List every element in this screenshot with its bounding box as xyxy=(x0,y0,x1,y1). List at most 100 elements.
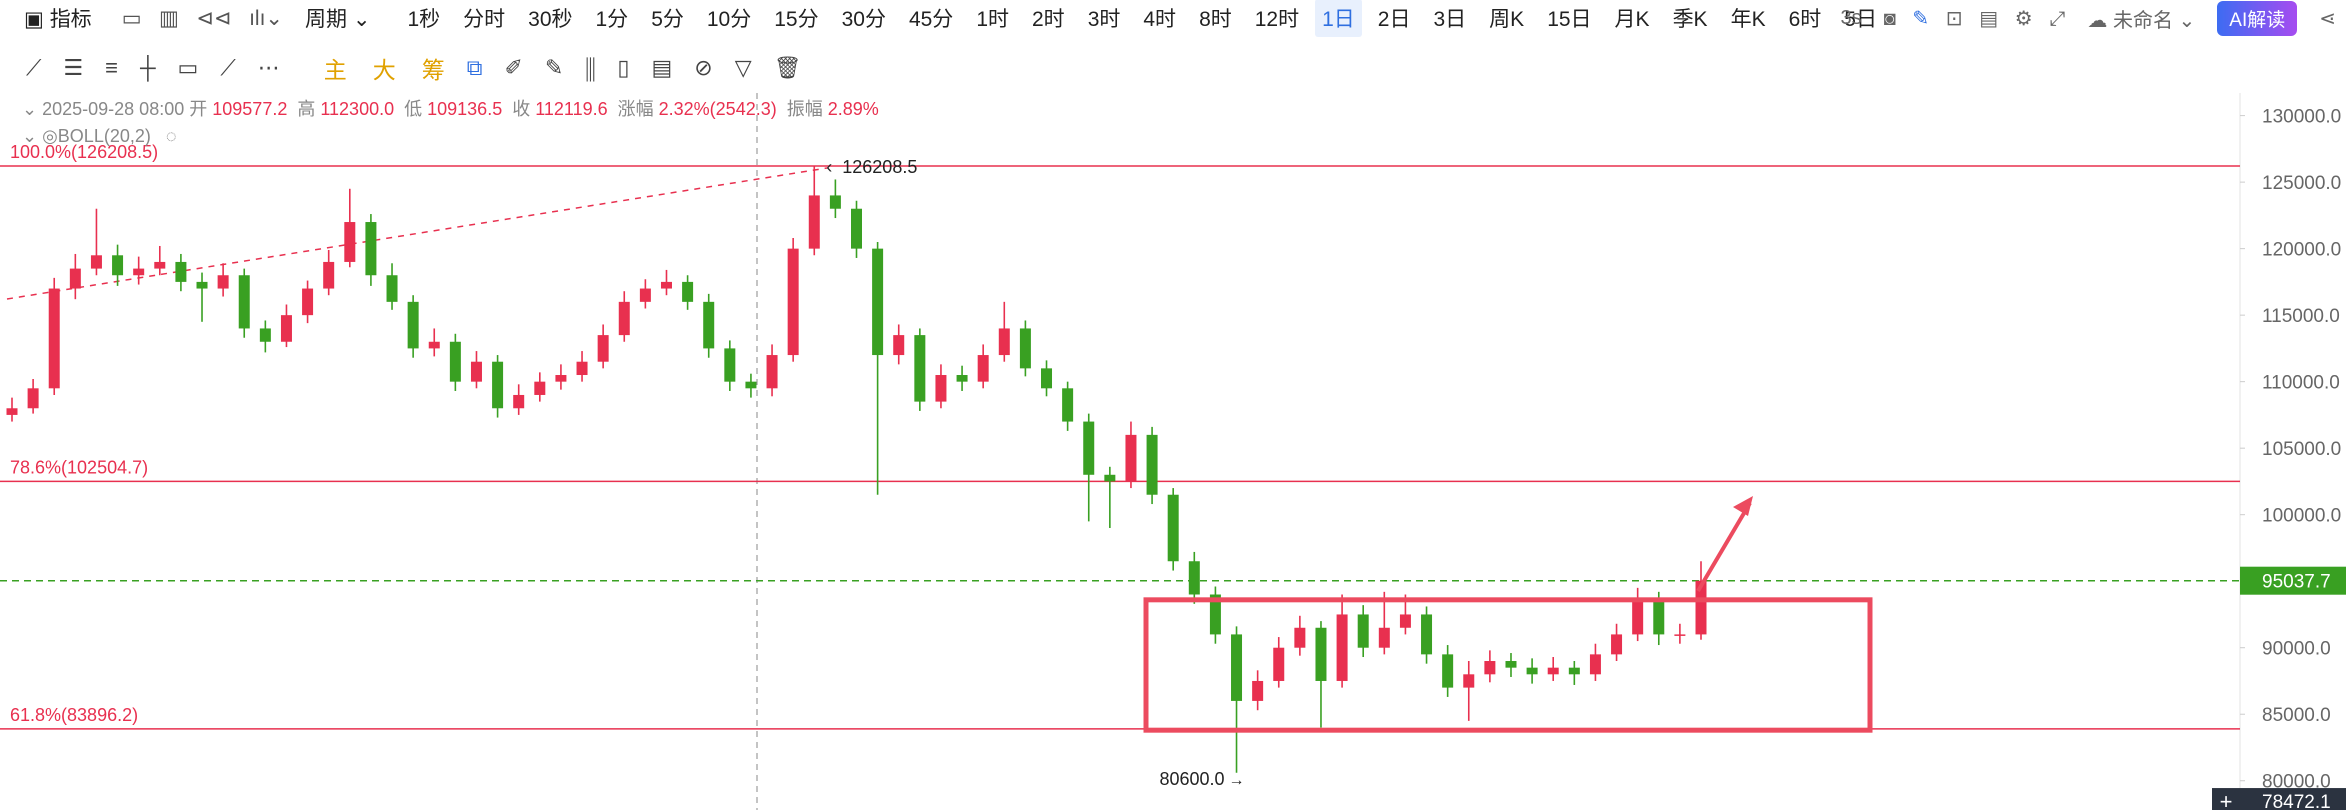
candle-body xyxy=(112,255,124,276)
timeframe[interactable]: 2日 xyxy=(1377,8,1411,31)
y-tick-label: 110000.0 xyxy=(2262,373,2340,394)
last-price-tag xyxy=(2240,566,2346,595)
timeframe[interactable]: 月K xyxy=(1614,8,1650,31)
candle-body xyxy=(1589,654,1601,675)
candle-body xyxy=(1252,680,1264,701)
candle-body xyxy=(470,361,482,382)
field-value: 112300.0 xyxy=(320,99,395,119)
timeframe[interactable]: 15分 xyxy=(774,8,819,31)
candle-body xyxy=(1209,594,1221,635)
field-label: 高 xyxy=(297,99,316,119)
candle-body xyxy=(6,408,18,415)
candle-body xyxy=(1041,368,1053,389)
candle-body xyxy=(872,248,884,356)
timeframe[interactable]: 3日 xyxy=(1433,8,1467,31)
icons[interactable]: ◙ ✎ ⊡ ▤ ⚙ ⤢ xyxy=(1883,7,2066,30)
candle-body xyxy=(703,301,715,349)
tool-icons[interactable]: ⧉✐✎⫼▯▤⊘▽🗑 xyxy=(466,55,824,80)
candle-body xyxy=(766,355,778,389)
top-toolbar: ▣ 指标 ▭ ▥ ⊲⊲ ılı⌄ 周期 ⌄ 1秒 分时 30秒 1分 5分 10分 15分 3… xyxy=(0,0,2346,37)
timeframe[interactable]: 1分 xyxy=(595,8,629,31)
candle-body xyxy=(956,375,968,382)
range-box xyxy=(1143,597,1873,733)
candle-body xyxy=(280,315,292,342)
text-tool[interactable]: 主 xyxy=(323,57,347,83)
candle-body xyxy=(1104,474,1116,482)
candle-body xyxy=(196,281,208,289)
candle-body xyxy=(513,394,525,409)
y-tick-label: 130000.0 xyxy=(2262,107,2341,128)
candle-body xyxy=(1674,634,1686,636)
timeframe[interactable]: 8时 xyxy=(1199,8,1232,31)
timeframe[interactable]: 6时 xyxy=(1788,8,1822,31)
trend-line xyxy=(6,167,828,300)
ai-button[interactable]: AI解读 xyxy=(2217,0,2298,36)
timeframe[interactable]: 45分 xyxy=(908,8,954,31)
candle-body xyxy=(597,335,609,362)
timeframe[interactable]: 1日 xyxy=(1315,0,1362,37)
right-toolbar: 3s ◙ ✎ ⊡ ▤ ⚙ ⤢ ☁ 未命名 ⌄ AI解读 ⋖ xyxy=(1840,0,2336,36)
chart: 80000.085000.090000.095000.0100000.01050… xyxy=(0,93,2346,810)
crosshair-tag xyxy=(2240,788,2346,810)
share[interactable]: ⋖ xyxy=(2319,7,2336,30)
candle-body xyxy=(1125,434,1137,482)
info-bar: ⌄ 2025-09-28 08:00 开 109577.2 高 112300.0 低… xyxy=(22,96,889,150)
candle-body xyxy=(27,388,39,409)
timeframe[interactable]: 12时 xyxy=(1254,8,1300,31)
text-tool[interactable]: 筹 xyxy=(421,57,445,83)
eye[interactable]: ◌ xyxy=(165,126,177,146)
timeframe[interactable]: 10分 xyxy=(706,8,752,31)
candle-body xyxy=(555,375,567,382)
timeframe[interactable]: 周K xyxy=(1489,8,1525,31)
candle-body xyxy=(1526,667,1538,675)
draw-icons[interactable]: ⟋☰≡┼▭⟋⋯ xyxy=(26,55,302,80)
candle-body xyxy=(1653,601,1665,635)
candle-body xyxy=(893,335,905,356)
timeframe[interactable]: 15日 xyxy=(1547,8,1592,31)
timeframe[interactable]: 年K xyxy=(1730,8,1766,31)
timeframe[interactable]: 4时 xyxy=(1143,8,1177,31)
text-tools: 主大筹 xyxy=(324,51,445,85)
arrow-head xyxy=(1733,496,1753,516)
timeframe[interactable]: 分时 xyxy=(463,8,506,31)
candle-body xyxy=(1399,614,1411,628)
candle-body xyxy=(449,341,461,382)
candle-body xyxy=(1167,494,1179,562)
field-label: 收 xyxy=(512,99,531,119)
timeframes: 1秒 分时 30秒 1分 5分 10分 15分 30分 45分 1时 2时 3时 4时 8时 12时 1日 2日… xyxy=(400,0,1893,37)
timeframe[interactable]: 1时 xyxy=(976,8,1009,31)
y-tick-label: 105000.0 xyxy=(2262,439,2341,460)
indicator: BOLL(20,2) xyxy=(57,126,151,146)
timeframe[interactable]: 30分 xyxy=(841,8,886,31)
layout[interactable]: ☁ 未命名 ⌄ xyxy=(2087,9,2196,32)
candle-body xyxy=(1442,654,1454,688)
timeframe[interactable]: 3时 xyxy=(1087,8,1121,31)
candle-body xyxy=(1294,627,1306,648)
timeframe[interactable]: 1秒 xyxy=(407,8,441,31)
icon[interactable]: ⌄ xyxy=(22,99,38,119)
timeframe[interactable]: 2时 xyxy=(1032,8,1065,31)
candle-body xyxy=(1231,634,1243,701)
period-button[interactable]: 周期 ⌄ xyxy=(305,8,371,31)
field-value: 2.89% xyxy=(827,99,879,119)
candle-body xyxy=(576,361,588,376)
candle-body xyxy=(407,301,419,349)
y-tick-label: 90000.0 xyxy=(2262,639,2331,660)
refresh[interactable]: 3s xyxy=(1840,6,1862,29)
candle-body xyxy=(660,281,672,289)
fib-label: 61.8%(83896.2) xyxy=(10,705,138,725)
text-tool[interactable]: 大 xyxy=(372,57,396,83)
timeframe[interactable]: 5分 xyxy=(651,8,684,31)
icons[interactable]: ▭ ▥ ⊲⊲ ılı⌄ xyxy=(121,6,284,30)
indicator-button[interactable]: ▣ 指标 xyxy=(24,8,92,31)
icon[interactable]: ⌄ ◎ xyxy=(22,126,58,146)
candle-body xyxy=(1611,634,1623,655)
timeframe[interactable]: 季K xyxy=(1672,8,1708,31)
y-tick-label: 120000.0 xyxy=(2262,240,2341,261)
field-label: 涨幅 xyxy=(617,99,654,119)
candle-body xyxy=(1083,421,1095,475)
timeframe[interactable]: 5日 xyxy=(1844,8,1877,31)
candle-body xyxy=(492,361,504,409)
candle-body xyxy=(1357,614,1369,648)
timeframe[interactable]: 30秒 xyxy=(528,8,573,31)
